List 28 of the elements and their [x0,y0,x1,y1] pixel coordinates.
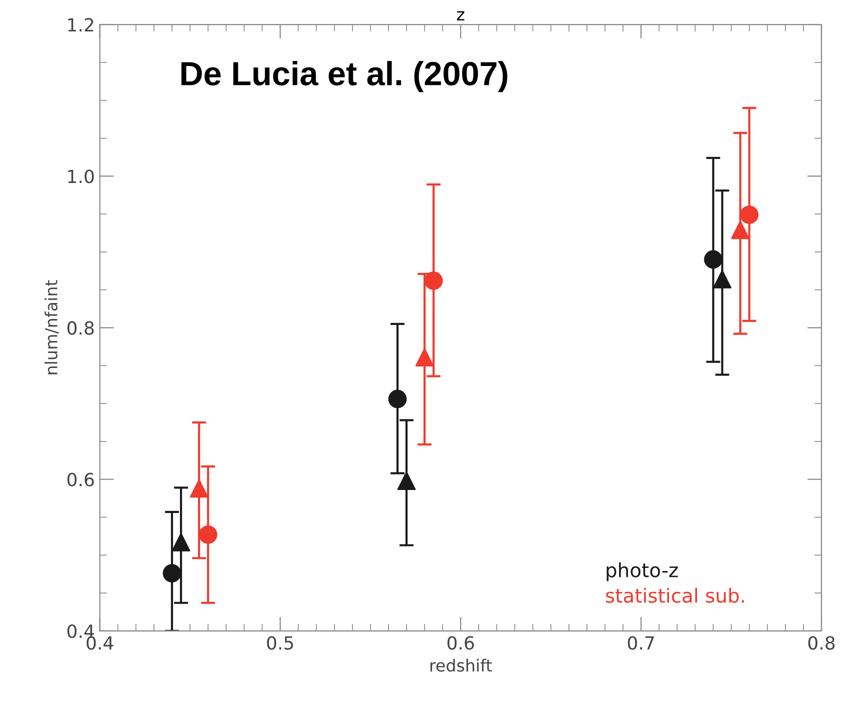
text: statistical sub. [606,588,744,603]
x-tick-label: 0.6 [447,636,474,650]
point [388,390,407,408]
y-tick-label: 0.4 [67,624,94,638]
point [162,564,182,582]
y-tick-label: 1.0 [68,170,94,184]
x-axis-title: redshift [430,658,492,672]
y-tick-label: 0.8 [67,321,94,335]
point [198,525,218,544]
x-tick-label: 0.7 [628,636,654,650]
x-tick-label: 0.8 [808,636,835,650]
y-tick-label: 1.2 [68,18,94,32]
y-tick-label: 0.6 [67,472,94,486]
point [713,270,732,288]
x-tick-label: 0.4 [86,636,114,650]
point [190,479,208,498]
point [415,348,434,366]
point [424,272,443,290]
chart-title: z [456,11,464,20]
point [740,206,759,224]
point [704,250,722,269]
text: photo-z [606,562,678,582]
annotation: De Lucia et al. (2007) [181,61,508,92]
point [172,533,190,552]
y-axis-title: nlum/nfaint [44,280,59,374]
x-tick-label: 0.5 [267,636,294,650]
point [397,472,416,490]
point [731,220,750,240]
